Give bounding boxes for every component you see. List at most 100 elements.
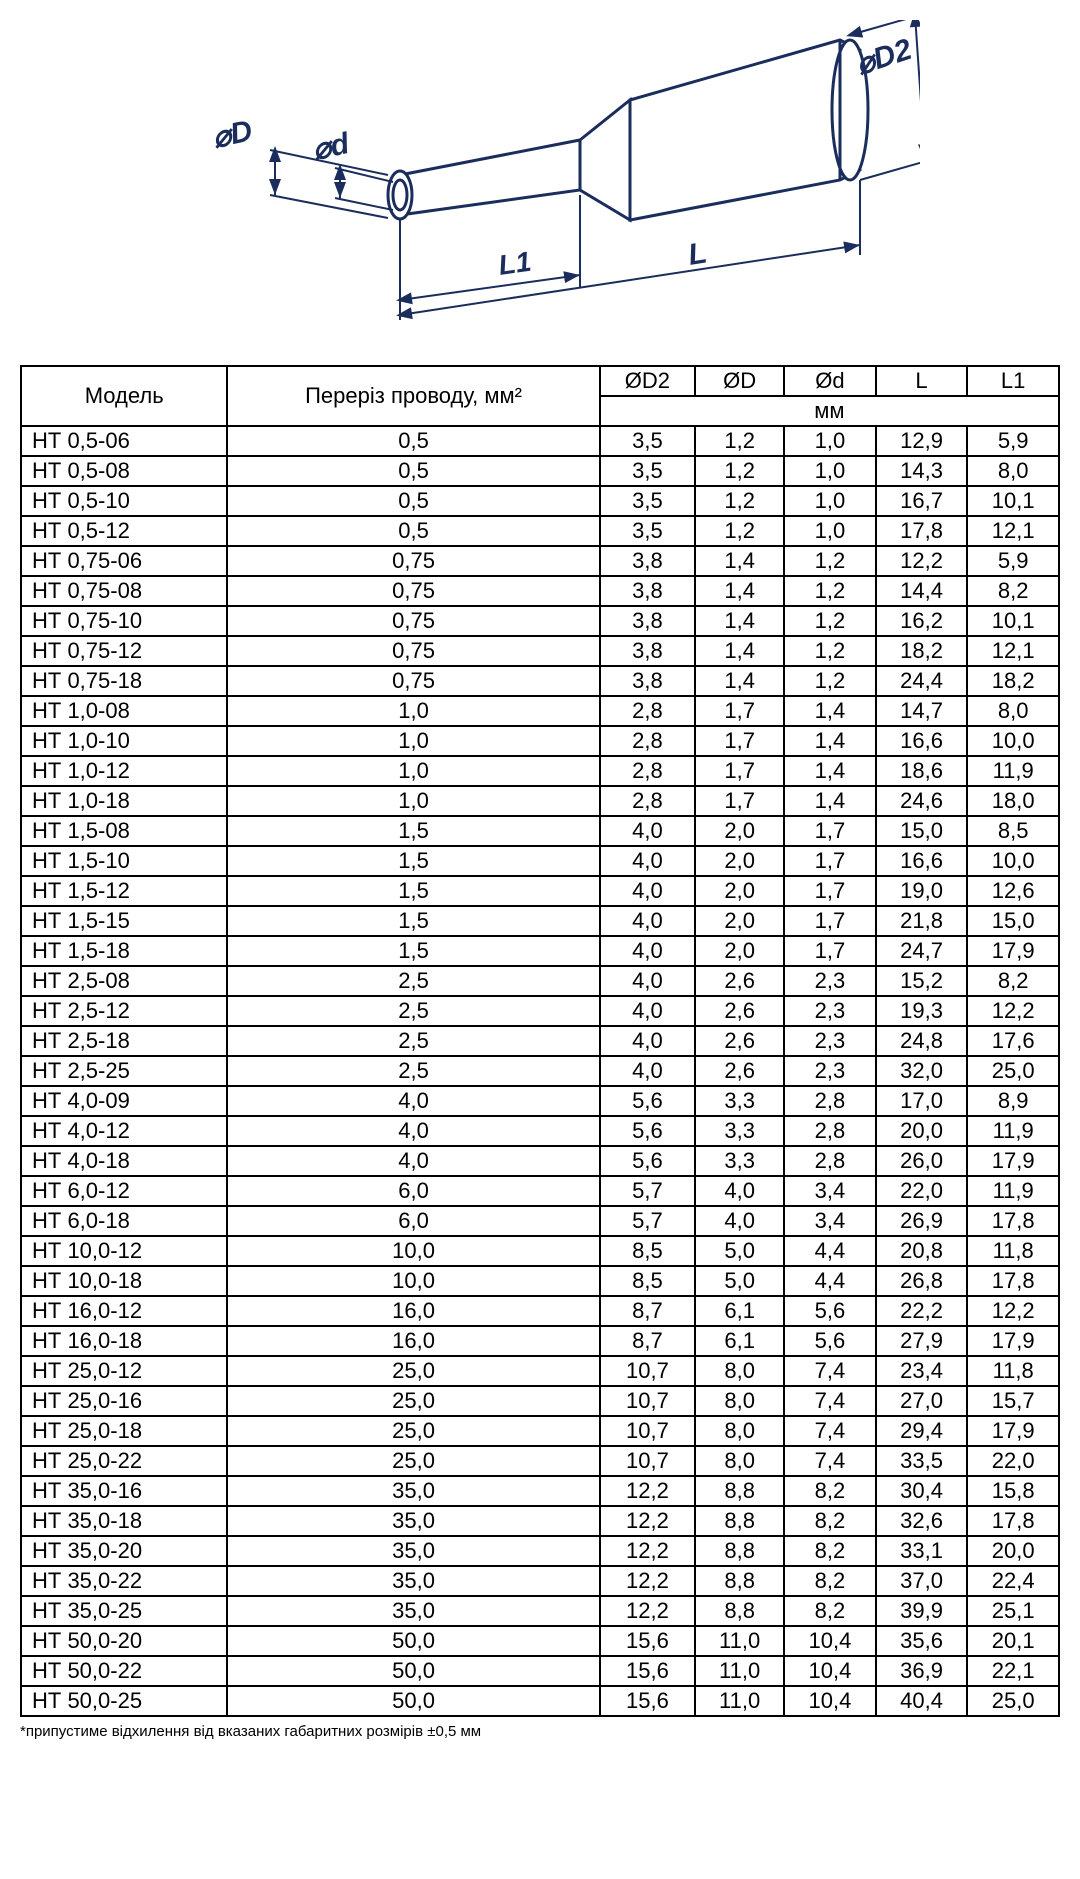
cell-d_big: 2,0 [695,816,784,846]
table-row: НТ 1,5-101,54,02,01,716,610,0 [21,846,1059,876]
cell-d_big: 1,7 [695,756,784,786]
cell-model: НТ 25,0-18 [21,1416,227,1446]
cell-d_small: 10,4 [784,1686,876,1716]
cell-l: 33,1 [876,1536,968,1566]
cell-d_big: 2,6 [695,966,784,996]
cell-d_small: 5,6 [784,1326,876,1356]
cell-l: 19,0 [876,876,968,906]
cell-d_big: 8,8 [695,1566,784,1596]
cell-d2: 12,2 [600,1566,696,1596]
header-section: Переріз проводу, мм² [227,366,599,426]
table-row: НТ 0,75-180,753,81,41,224,418,2 [21,666,1059,696]
cell-l: 21,8 [876,906,968,936]
cell-d2: 5,6 [600,1086,696,1116]
cell-l1: 25,0 [967,1056,1059,1086]
cell-l: 30,4 [876,1476,968,1506]
svg-text:⌀D2: ⌀D2 [852,33,916,82]
table-row: НТ 50,0-2050,015,611,010,435,620,1 [21,1626,1059,1656]
cell-d_big: 8,8 [695,1476,784,1506]
cell-d_small: 1,0 [784,516,876,546]
cell-l: 35,6 [876,1626,968,1656]
cell-d_big: 8,0 [695,1416,784,1446]
cell-d2: 8,7 [600,1326,696,1356]
cell-d_big: 1,4 [695,576,784,606]
cell-l1: 22,0 [967,1446,1059,1476]
table-row: НТ 2,5-252,54,02,62,332,025,0 [21,1056,1059,1086]
cell-d2: 15,6 [600,1656,696,1686]
svg-text:⌀d: ⌀d [310,127,353,167]
cell-d_small: 1,2 [784,576,876,606]
cell-section: 25,0 [227,1386,599,1416]
cell-l: 26,0 [876,1146,968,1176]
cell-l: 17,0 [876,1086,968,1116]
cell-model: НТ 25,0-22 [21,1446,227,1476]
cell-l: 39,9 [876,1596,968,1626]
cell-l: 12,2 [876,546,968,576]
cell-model: НТ 1,5-18 [21,936,227,966]
cell-d_small: 1,7 [784,876,876,906]
cell-d_small: 1,7 [784,816,876,846]
table-row: НТ 35,0-1835,012,28,88,232,617,8 [21,1506,1059,1536]
cell-l: 20,0 [876,1116,968,1146]
cell-l1: 20,0 [967,1536,1059,1566]
cell-d2: 4,0 [600,996,696,1026]
cell-d_big: 1,7 [695,786,784,816]
cell-l1: 5,9 [967,546,1059,576]
cell-model: НТ 35,0-20 [21,1536,227,1566]
cell-l: 24,7 [876,936,968,966]
cell-l1: 12,1 [967,636,1059,666]
cell-l1: 17,8 [967,1266,1059,1296]
cell-d_big: 8,8 [695,1536,784,1566]
cell-model: НТ 6,0-12 [21,1176,227,1206]
cell-d_small: 2,8 [784,1086,876,1116]
cell-d2: 8,5 [600,1266,696,1296]
cell-d2: 12,2 [600,1476,696,1506]
cell-l: 32,0 [876,1056,968,1086]
cell-d_small: 1,4 [784,726,876,756]
cell-d_small: 5,6 [784,1296,876,1326]
cell-l1: 8,0 [967,696,1059,726]
cell-d2: 5,7 [600,1176,696,1206]
cell-l1: 18,0 [967,786,1059,816]
cell-model: НТ 10,0-18 [21,1266,227,1296]
cell-model: НТ 1,0-08 [21,696,227,726]
cell-l: 16,2 [876,606,968,636]
svg-text:L: L [686,236,709,271]
cell-l1: 10,1 [967,606,1059,636]
cell-l: 22,2 [876,1296,968,1326]
cell-d_big: 5,0 [695,1266,784,1296]
svg-text:⌀D: ⌀D [210,114,256,155]
table-row: НТ 1,0-181,02,81,71,424,618,0 [21,786,1059,816]
table-row: НТ 25,0-1825,010,78,07,429,417,9 [21,1416,1059,1446]
cell-model: НТ 0,5-12 [21,516,227,546]
cell-d2: 3,8 [600,666,696,696]
cell-l1: 17,8 [967,1506,1059,1536]
header-model: Модель [21,366,227,426]
cell-l: 32,6 [876,1506,968,1536]
cell-l1: 10,0 [967,726,1059,756]
cell-section: 6,0 [227,1206,599,1236]
cell-l: 27,0 [876,1386,968,1416]
cell-l: 27,9 [876,1326,968,1356]
cell-l1: 25,0 [967,1686,1059,1716]
header-d2: ØD2 [600,366,696,396]
cell-section: 4,0 [227,1146,599,1176]
table-row: НТ 1,5-081,54,02,01,715,08,5 [21,816,1059,846]
cell-model: НТ 0,5-10 [21,486,227,516]
cell-l1: 12,2 [967,996,1059,1026]
table-row: НТ 0,5-080,53,51,21,014,38,0 [21,456,1059,486]
cell-d_big: 8,8 [695,1506,784,1536]
cell-l1: 17,6 [967,1026,1059,1056]
cell-l: 22,0 [876,1176,968,1206]
cell-model: НТ 16,0-12 [21,1296,227,1326]
cell-l1: 8,2 [967,966,1059,996]
cell-model: НТ 1,0-12 [21,756,227,786]
cell-l: 29,4 [876,1416,968,1446]
cell-section: 1,5 [227,846,599,876]
cell-d2: 5,7 [600,1206,696,1236]
table-row: НТ 35,0-2035,012,28,88,233,120,0 [21,1536,1059,1566]
cell-l1: 8,9 [967,1086,1059,1116]
table-row: НТ 0,5-060,53,51,21,012,95,9 [21,426,1059,456]
cell-section: 0,75 [227,576,599,606]
technical-diagram: ⌀D2 ⌀D ⌀d L L1 [20,20,1060,345]
